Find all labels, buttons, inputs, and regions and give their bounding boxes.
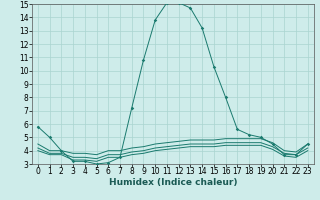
X-axis label: Humidex (Indice chaleur): Humidex (Indice chaleur): [108, 178, 237, 187]
